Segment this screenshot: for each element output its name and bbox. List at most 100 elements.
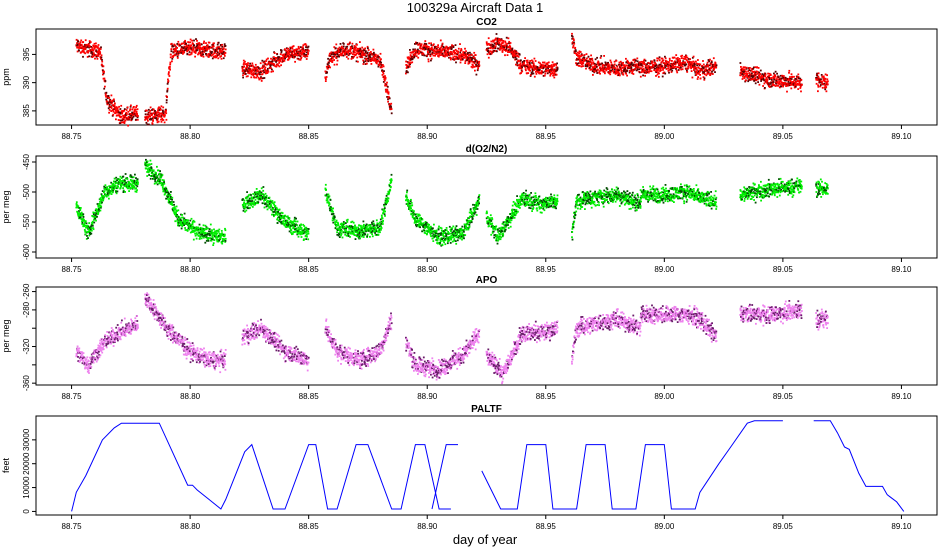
data-point — [416, 42, 418, 44]
data-point — [109, 99, 112, 101]
data-point — [152, 108, 155, 111]
data-point — [124, 180, 126, 182]
data-point — [670, 65, 673, 68]
data-point — [715, 64, 718, 67]
data-point — [678, 63, 681, 65]
data-point — [491, 51, 494, 54]
data-point — [262, 77, 264, 80]
data-point — [129, 179, 132, 181]
data-point — [107, 192, 109, 195]
data-point — [340, 53, 343, 56]
data-point — [132, 187, 134, 189]
data-point — [585, 63, 588, 66]
data-point — [276, 53, 279, 56]
data-point — [85, 238, 88, 240]
data-point — [755, 70, 758, 73]
data-point — [713, 68, 715, 71]
data-point — [375, 62, 378, 65]
data-point — [616, 68, 618, 71]
data-point — [241, 67, 244, 70]
data-point — [297, 52, 299, 55]
data-point — [269, 200, 271, 203]
data-point — [455, 61, 457, 64]
data-point — [815, 82, 818, 85]
data-point — [100, 205, 103, 208]
data-point — [460, 49, 463, 51]
data-point — [333, 46, 336, 48]
data-point — [281, 214, 284, 217]
data-point — [787, 79, 790, 81]
data-point — [190, 227, 193, 230]
data-point — [222, 233, 225, 236]
data-point — [110, 105, 112, 108]
data-point — [207, 238, 210, 241]
data-point — [578, 52, 581, 55]
data-point — [93, 47, 96, 50]
data-point — [195, 38, 197, 40]
data-point — [539, 62, 541, 65]
data-point — [675, 69, 678, 72]
data-point — [619, 66, 621, 68]
data-point — [78, 49, 80, 52]
data-point — [186, 53, 189, 55]
data-point — [646, 70, 649, 73]
data-point — [277, 210, 279, 213]
data-point — [168, 193, 171, 196]
data-point — [187, 227, 190, 230]
data-point — [215, 229, 218, 232]
data-point — [352, 53, 355, 55]
data-point — [625, 61, 628, 63]
data-point — [346, 43, 349, 46]
data-point — [640, 62, 643, 65]
data-point — [547, 67, 549, 70]
data-point — [297, 50, 300, 53]
data-point — [617, 69, 619, 72]
data-point — [779, 83, 782, 85]
data-point — [697, 76, 699, 78]
data-point — [571, 32, 573, 35]
data-point — [298, 58, 301, 61]
data-point — [580, 65, 583, 68]
data-point — [180, 227, 183, 230]
data-point — [281, 222, 284, 225]
data-point — [680, 55, 682, 58]
data-point — [271, 210, 274, 213]
data-point — [180, 219, 183, 222]
data-point — [183, 217, 186, 220]
data-point — [605, 69, 608, 72]
data-point — [104, 186, 107, 189]
data-point — [145, 163, 148, 165]
data-point — [177, 50, 179, 53]
data-point — [629, 62, 631, 64]
data-point — [123, 117, 125, 120]
data-point — [290, 50, 293, 53]
data-point — [145, 164, 148, 167]
data-point — [474, 54, 477, 56]
data-point — [358, 53, 360, 56]
data-point — [538, 68, 541, 71]
data-point — [708, 68, 711, 70]
data-point — [750, 75, 753, 77]
data-point — [75, 203, 78, 205]
data-point — [259, 195, 262, 198]
data-point — [148, 174, 150, 176]
data-point — [97, 52, 100, 55]
data-point — [337, 51, 340, 54]
data-point — [518, 59, 520, 62]
x-tick-label: 88.90 — [417, 265, 438, 274]
data-point — [501, 47, 504, 49]
data-point — [365, 50, 367, 53]
data-point — [137, 115, 139, 117]
data-point — [517, 52, 520, 55]
data-point — [819, 84, 822, 86]
data-point — [743, 70, 746, 73]
data-point — [383, 78, 386, 81]
data-point — [96, 54, 99, 56]
data-point — [768, 75, 770, 77]
data-point — [818, 77, 821, 80]
data-point — [459, 51, 462, 54]
data-point — [254, 198, 257, 201]
data-point — [494, 47, 497, 50]
data-point — [637, 66, 640, 68]
data-point — [263, 206, 266, 209]
